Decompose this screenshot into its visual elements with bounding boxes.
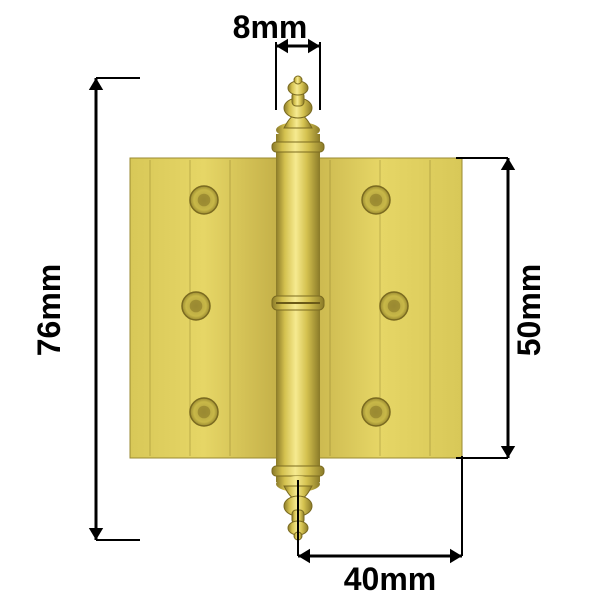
finial-top-icon: [276, 76, 320, 138]
barrel: [272, 134, 324, 482]
hinge-dimension-diagram: 8mm 76mm 50mm 40mm: [0, 0, 600, 600]
hinge: [130, 76, 462, 540]
dim-leaf-height-label: 50mm: [511, 264, 547, 357]
dim-total-height-label: 76mm: [31, 264, 67, 357]
dim-leaf-width-label: 40mm: [344, 561, 437, 597]
dim-barrel-width-label: 8mm: [233, 9, 308, 45]
